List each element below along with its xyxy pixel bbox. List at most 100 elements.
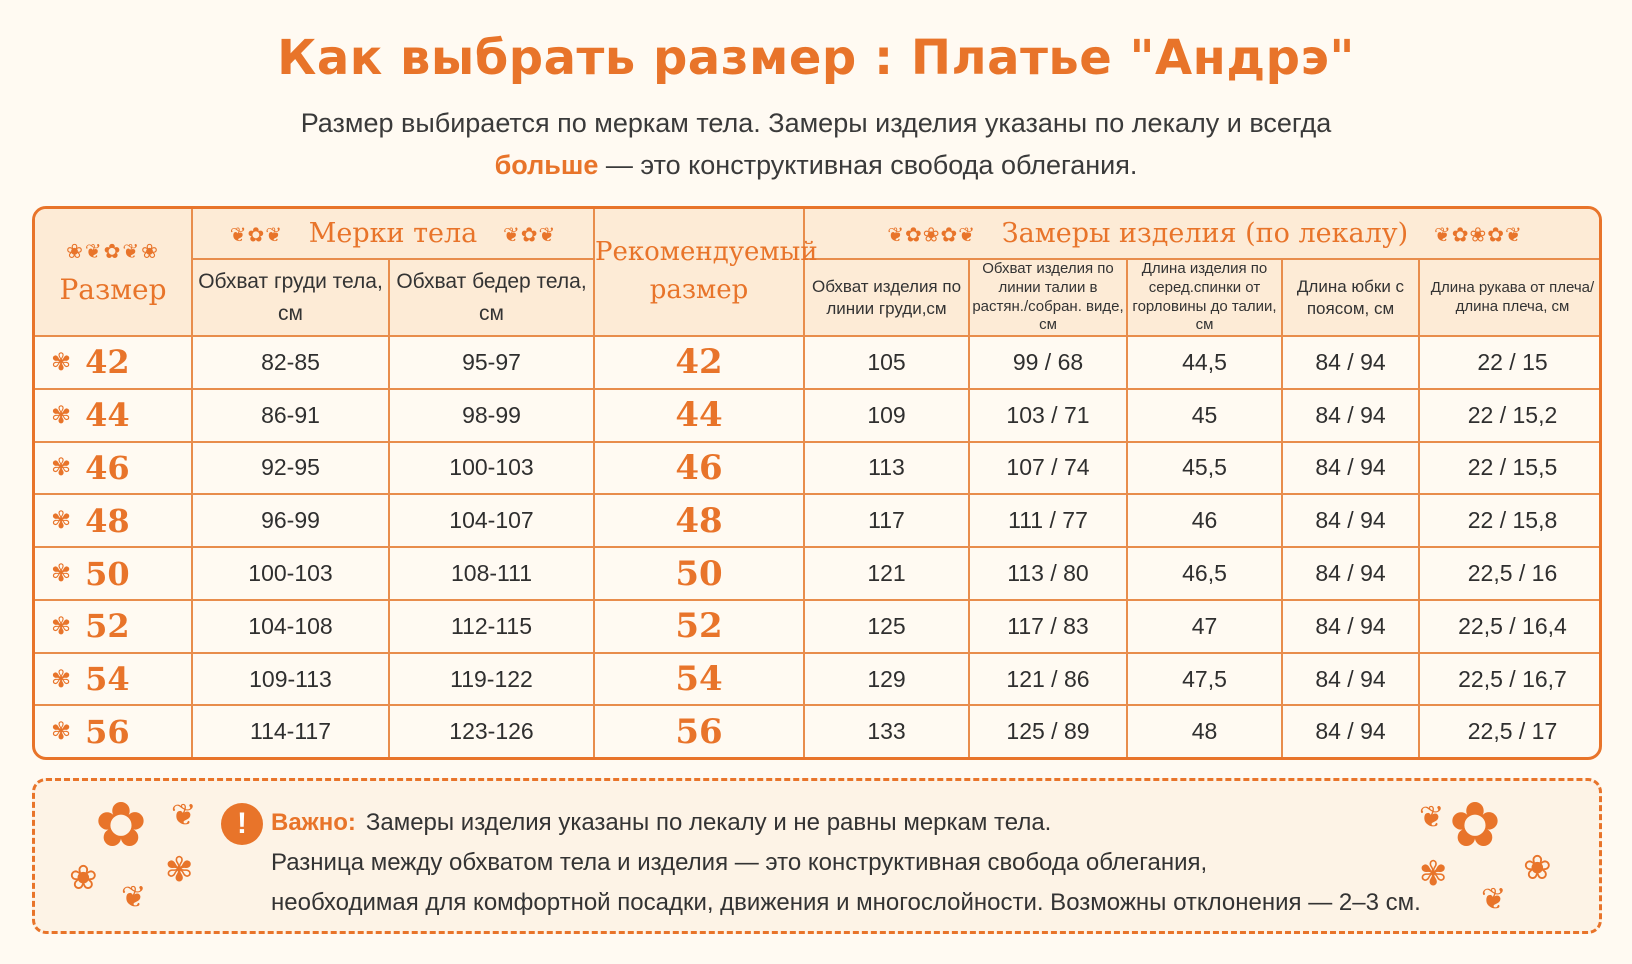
ornament-icon: ❦✿❀✿❦ (1433, 222, 1523, 247)
cell-recommended-size: 46 (593, 440, 805, 496)
cell-skirt-length: 84 / 94 (1281, 335, 1420, 390)
note-line-1: Важно: Замеры изделия указаны по лекалу и… (271, 809, 1051, 837)
ornament-icon: ❦✿❦ (229, 222, 283, 247)
garment-measurements-group: ❦✿❀✿❦ Замеры изделия (по лекалу) ❦✿❀✿❦ (803, 209, 1599, 260)
floral-ornament-left: ✿ ❀ ✾ ❦ ❦ (65, 791, 225, 926)
cell-garment-chest: 113 (803, 440, 970, 496)
table-row: ✾ 50 100-103 108-111 50 121 113 / 80 46,5 84 / 9… (35, 546, 1599, 601)
cell-garment-chest: 125 (803, 598, 970, 654)
cell-garment-back-length: 46 (1126, 493, 1283, 549)
flower-icon: ✾ (51, 665, 72, 693)
cell-size: ✾ 42 (35, 335, 193, 390)
cell-garment-waist: 117 / 83 (968, 598, 1128, 654)
cell-size: ✾ 56 (35, 704, 193, 757)
cell-body-hips: 108-111 (388, 546, 595, 601)
table-row: ✾ 42 82-85 95-97 42 105 99 / 68 44,5 84 / 94 22 /… (35, 335, 1599, 390)
col-garment-back-length: Длина изделия по серед.спинки от горлови… (1126, 258, 1283, 337)
important-note: ✿ ❀ ✾ ❦ ❦ ! Важно: Замеры изделия указаны… (32, 778, 1602, 934)
cell-body-chest: 100-103 (191, 546, 390, 601)
floral-ornament-right: ✿ ❀ ✾ ❦ ❦ (1409, 791, 1569, 926)
cell-body-hips: 112-115 (388, 598, 595, 654)
cell-sleeve-length: 22 / 15,2 (1418, 387, 1599, 443)
col-garment-waist: Обхват изделия по линии талии в растян./… (968, 258, 1128, 337)
cell-body-hips: 100-103 (388, 440, 595, 496)
size-table: ❀❦✿❦❀ Размер ❦✿❦ Мерки тела ❦✿❦ Рекоменд… (32, 206, 1602, 760)
cell-garment-chest: 129 (803, 651, 970, 707)
cell-sleeve-length: 22,5 / 16,4 (1418, 598, 1599, 654)
cell-garment-waist: 99 / 68 (968, 335, 1128, 390)
cell-size: ✾ 50 (35, 546, 193, 601)
cell-recommended-size: 50 (593, 546, 805, 601)
cell-size: ✾ 54 (35, 651, 193, 707)
note-line-3: необходимая для комфортной посадки, движ… (271, 889, 1421, 916)
ornament-icon: ❀❦✿❦❀ (66, 238, 160, 263)
page-title: Как выбрать размер : Платье "Андрэ" (277, 30, 1355, 86)
cell-garment-chest: 105 (803, 335, 970, 390)
leaf-icon: ❦ (1419, 801, 1445, 834)
cell-recommended-size: 54 (593, 651, 805, 707)
cell-body-chest: 86-91 (191, 387, 390, 443)
size-value: 44 (85, 396, 130, 435)
cell-body-chest: 109-113 (191, 651, 390, 707)
cell-sleeve-length: 22 / 15,8 (1418, 493, 1599, 549)
flower-icon: ✾ (51, 348, 72, 376)
flower-icon: ✾ (165, 851, 194, 889)
cell-body-chest: 114-117 (191, 704, 390, 757)
cell-sleeve-length: 22,5 / 16,7 (1418, 651, 1599, 707)
table-row: ✾ 54 109-113 119-122 54 129 121 / 86 47,5 84 / 9… (35, 651, 1599, 707)
leaf-icon: ❦ (1481, 883, 1507, 916)
cell-skirt-length: 84 / 94 (1281, 440, 1420, 496)
subtitle-emphasis: больше (494, 150, 599, 180)
cell-garment-waist: 111 / 77 (968, 493, 1128, 549)
table-row: ✾ 44 86-91 98-99 44 109 103 / 71 45 84 / 94 22 / … (35, 387, 1599, 443)
cell-size: ✾ 44 (35, 387, 193, 443)
cell-body-chest: 82-85 (191, 335, 390, 390)
cell-skirt-length: 84 / 94 (1281, 387, 1420, 443)
cell-skirt-length: 84 / 94 (1281, 651, 1420, 707)
cell-garment-waist: 103 / 71 (968, 387, 1128, 443)
cell-garment-chest: 117 (803, 493, 970, 549)
body-measurements-group: ❦✿❦ Мерки тела ❦✿❦ (191, 209, 595, 260)
subtitle-line-2: больше — это конструктивная свобода обле… (0, 150, 1632, 181)
size-value: 54 (85, 660, 130, 699)
cell-garment-waist: 121 / 86 (968, 651, 1128, 707)
leaf-icon: ❦ (121, 881, 147, 914)
cell-sleeve-length: 22,5 / 17 (1418, 704, 1599, 757)
note-line-1-text: Замеры изделия указаны по лекалу и не ра… (365, 809, 1052, 836)
col-garment-chest: Обхват изделия по линии груди,см (803, 258, 970, 337)
cell-garment-back-length: 48 (1126, 704, 1283, 757)
cell-body-chest: 92-95 (191, 440, 390, 496)
cell-body-hips: 123-126 (388, 704, 595, 757)
flower-icon: ❀ (1523, 849, 1552, 887)
cell-body-hips: 98-99 (388, 387, 595, 443)
cell-sleeve-length: 22 / 15,5 (1418, 440, 1599, 496)
size-header: ❀❦✿❦❀ Размер (35, 209, 193, 337)
flower-icon: ✾ (51, 560, 72, 588)
table-row: ✾ 52 104-108 112-115 52 125 117 / 83 47 84 / 94 2… (35, 598, 1599, 654)
flower-icon: ✾ (51, 507, 72, 535)
garment-group-label: Замеры изделия (по лекалу) (1001, 218, 1409, 249)
cell-sleeve-length: 22 / 15 (1418, 335, 1599, 390)
cell-recommended-size: 44 (593, 387, 805, 443)
cell-size: ✾ 48 (35, 493, 193, 549)
subtitle-line-2-text: — это конструктивная свобода облегания. (598, 150, 1138, 180)
flower-icon: ✾ (51, 718, 72, 746)
cell-body-hips: 104-107 (388, 493, 595, 549)
col-skirt-length: Длина юбки с поясом, см (1281, 258, 1420, 337)
cell-garment-waist: 113 / 80 (968, 546, 1128, 601)
cell-recommended-size: 56 (593, 704, 805, 757)
cell-garment-back-length: 47 (1126, 598, 1283, 654)
cell-size: ✾ 52 (35, 598, 193, 654)
size-value: 48 (85, 501, 130, 540)
cell-recommended-size: 52 (593, 598, 805, 654)
size-value: 46 (85, 448, 130, 487)
note-label: Важно: (271, 809, 356, 836)
cell-garment-back-length: 46,5 (1126, 546, 1283, 601)
cell-garment-back-length: 44,5 (1126, 335, 1283, 390)
flower-icon: ✾ (51, 454, 72, 482)
cell-recommended-size: 42 (593, 335, 805, 390)
col-body-chest: Обхват груди тела, см (192, 258, 390, 337)
flower-icon: ✿ (95, 791, 147, 860)
col-body-hips: Обхват бедер тела, см (388, 258, 595, 337)
cell-skirt-length: 84 / 94 (1281, 493, 1420, 549)
